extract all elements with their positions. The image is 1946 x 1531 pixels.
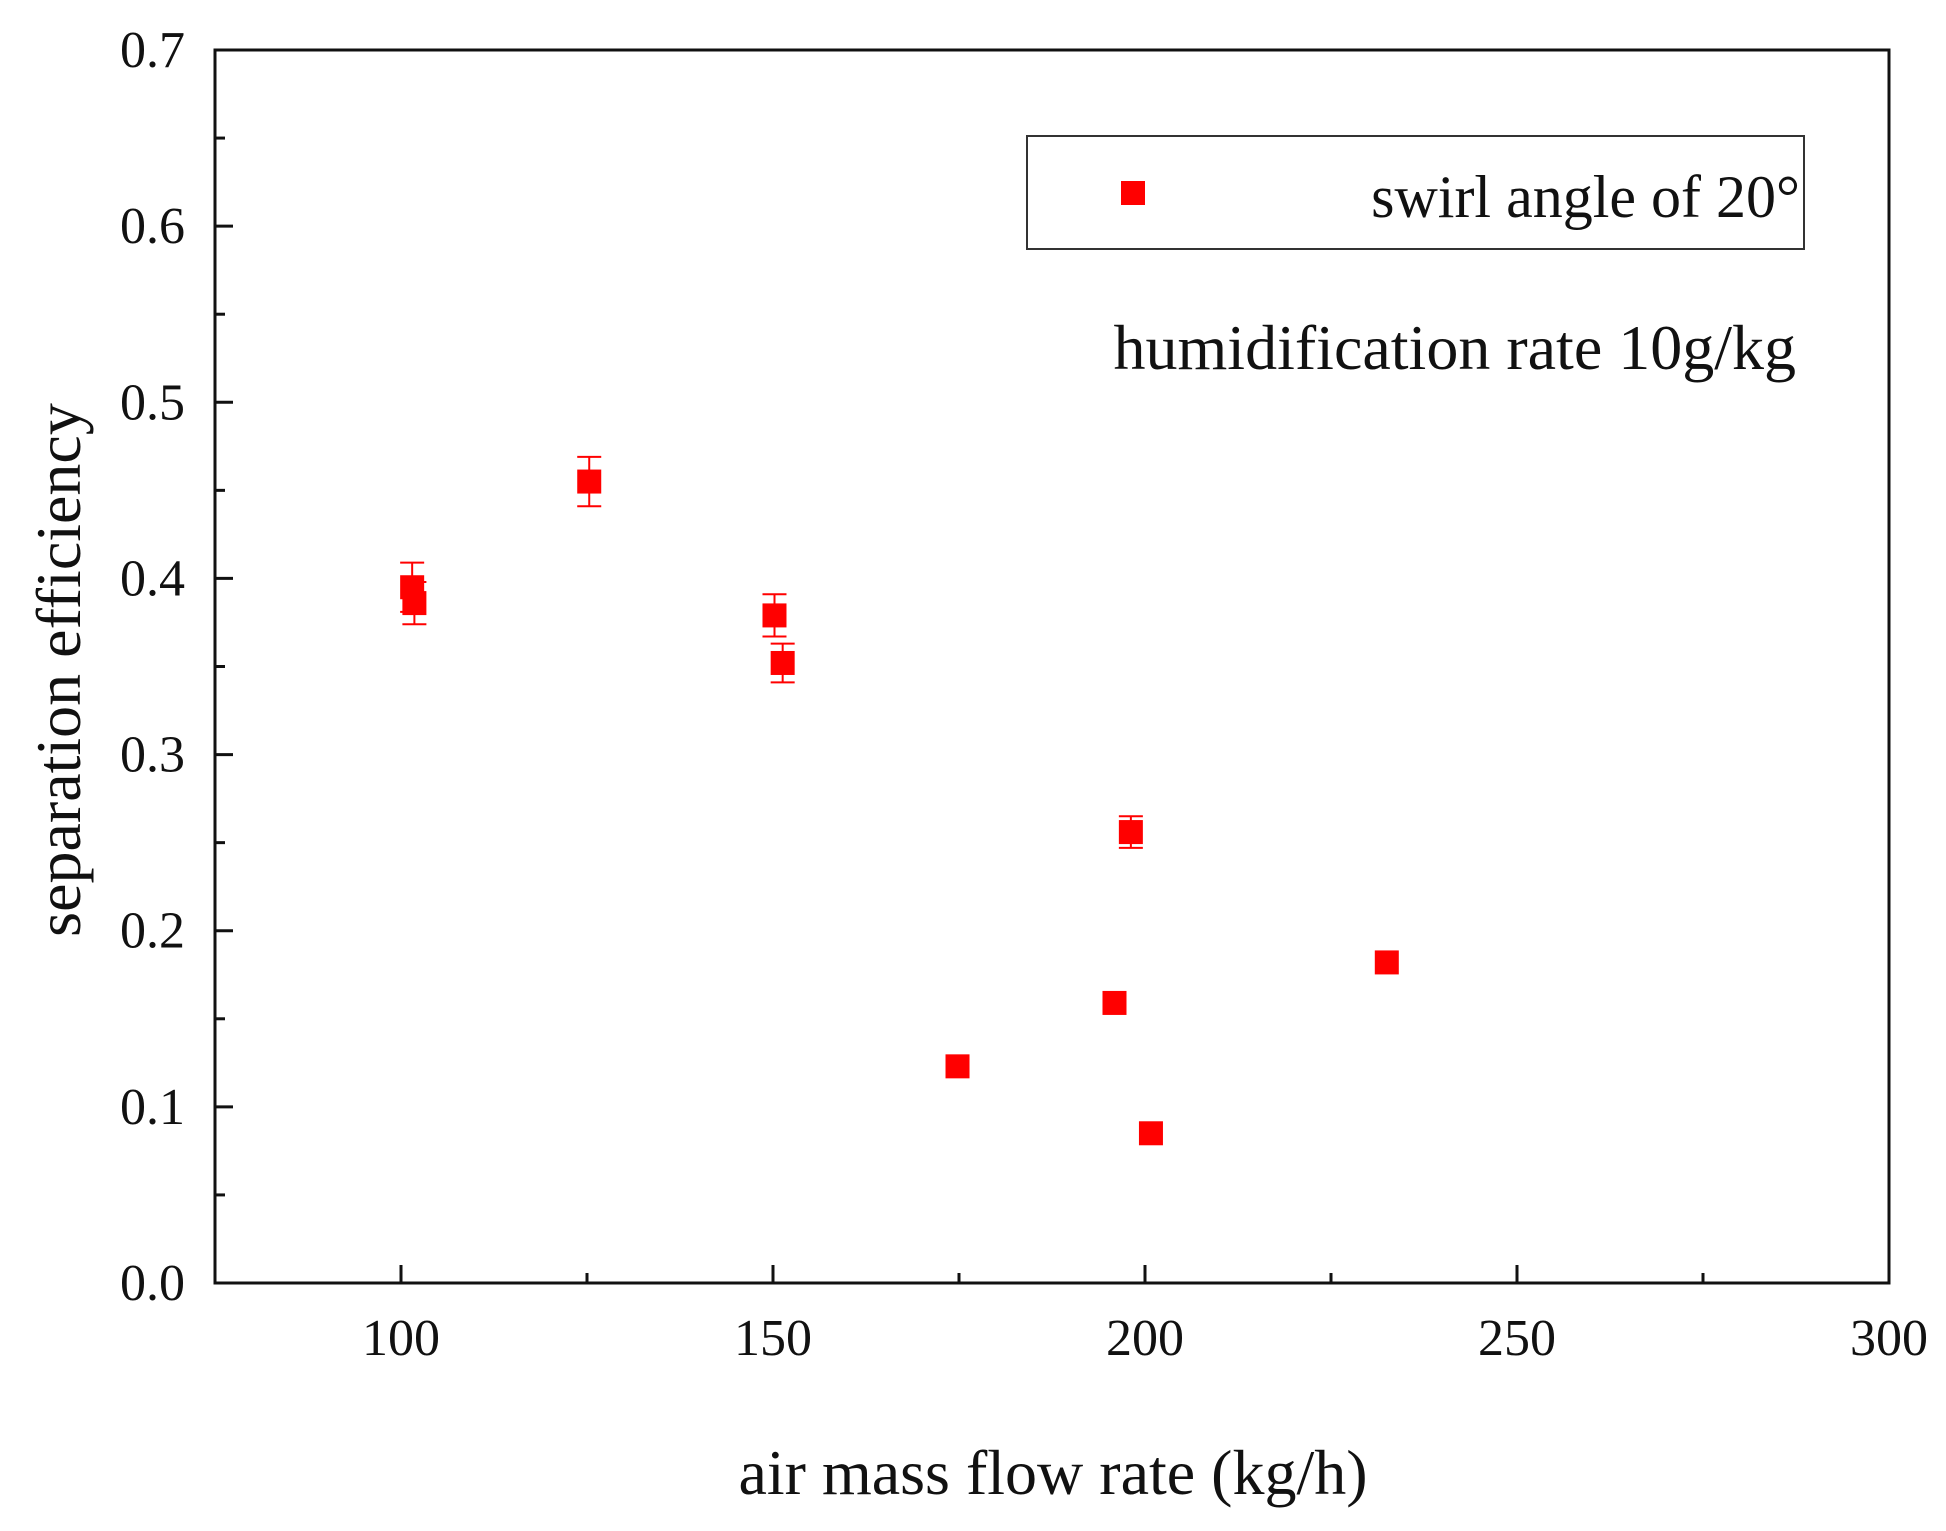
data-point (770, 650, 795, 675)
x-tick-label: 250 (1478, 1310, 1556, 1367)
x-tick-label: 100 (362, 1310, 440, 1367)
y-tick-label: 0.7 (120, 22, 185, 79)
x-tick-label: 200 (1106, 1310, 1184, 1367)
plot-frame (213, 48, 1891, 1285)
data-points (400, 469, 1399, 1146)
x-axis-label: air mass flow rate (kg/h) (738, 1437, 1367, 1508)
x-tick-label: 150 (734, 1310, 812, 1367)
y-tick-label: 0.5 (120, 374, 185, 431)
data-point (1118, 820, 1143, 845)
data-point (945, 1054, 970, 1079)
axis-ticks: 100 150 200 250 300 0.0 0.1 0.2 0.3 0.4 0.5 0.6 0.7 (120, 22, 1928, 1367)
data-point (1138, 1121, 1163, 1146)
x-tick-label: 300 (1850, 1310, 1928, 1367)
y-tick-label: 0.2 (120, 903, 185, 960)
y-tick-label: 0.0 (120, 1255, 185, 1312)
data-point (402, 591, 427, 616)
y-tick-label: 0.4 (120, 550, 185, 607)
annotation-text: humidification rate 10g/kg (1114, 312, 1797, 383)
data-point (1102, 990, 1127, 1015)
y-tick-label: 0.1 (120, 1079, 185, 1136)
y-tick-label: 0.3 (120, 727, 185, 784)
data-point (577, 469, 602, 494)
legend: swirl angle of 20° (1026, 135, 1805, 250)
data-point (762, 603, 787, 628)
legend-marker (1121, 181, 1145, 205)
y-tick-label: 0.6 (120, 198, 185, 255)
data-point (1374, 950, 1399, 975)
y-axis-label: separation efficiency (23, 403, 94, 937)
legend-label: swirl angle of 20° (1371, 164, 1800, 230)
legend-box (1026, 135, 1805, 250)
